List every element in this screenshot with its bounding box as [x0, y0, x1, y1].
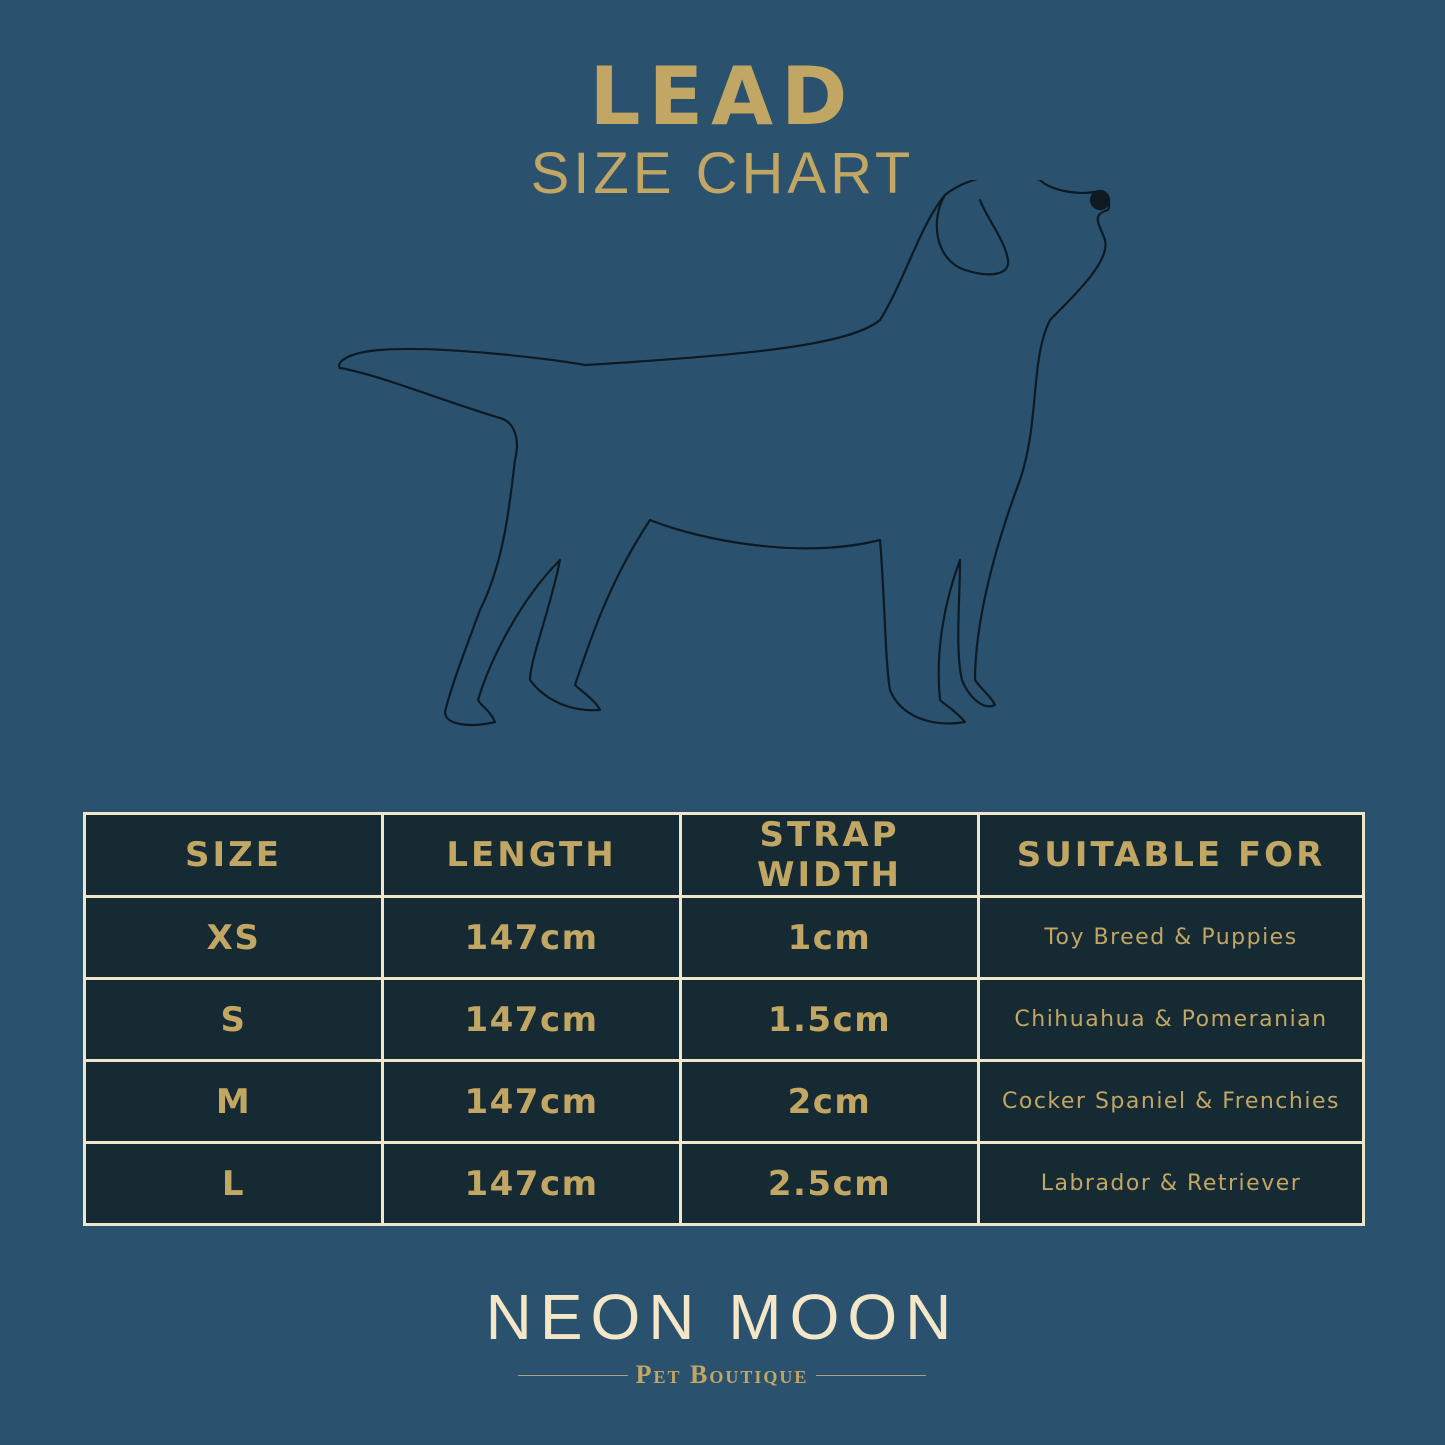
cell-length: 147cm: [381, 1141, 682, 1226]
cell-suitable-for: Chihuahua & Pomeranian: [977, 977, 1365, 1062]
brand-tagline: Pet Boutique: [635, 1360, 809, 1389]
cell-length: 147cm: [381, 1059, 682, 1144]
table-row: XS 147cm 1cm Toy Breed & Puppies: [83, 895, 1365, 980]
cell-length: 147cm: [381, 977, 682, 1062]
cell-suitable-for: Labrador & Retriever: [977, 1141, 1365, 1226]
table-row: S 147cm 1.5cm Chihuahua & Pomeranian: [83, 977, 1365, 1062]
cell-strap-width: 2.5cm: [679, 1141, 980, 1226]
table-header-row: SIZE LENGTH STRAP WIDTH SUITABLE FOR: [83, 812, 1365, 898]
cell-size: XS: [83, 895, 384, 980]
cell-strap-width: 1.5cm: [679, 977, 980, 1062]
header-length: LENGTH: [381, 812, 682, 898]
divider: [518, 1374, 628, 1376]
size-chart-table: SIZE LENGTH STRAP WIDTH SUITABLE FOR XS …: [83, 812, 1365, 1226]
cell-size: L: [83, 1141, 384, 1226]
header-suitable-for: SUITABLE FOR: [977, 812, 1365, 898]
table-row: M 147cm 2cm Cocker Spaniel & Frenchies: [83, 1059, 1365, 1144]
cell-suitable-for: Cocker Spaniel & Frenchies: [977, 1059, 1365, 1144]
divider: [816, 1374, 927, 1376]
brand-logo: NEON MOON: [485, 1281, 960, 1353]
page-subtitle: SIZE CHART: [530, 141, 915, 206]
header-size: SIZE: [83, 812, 384, 898]
dog-illustration: [337, 180, 1111, 727]
cell-size: S: [83, 977, 384, 1062]
cell-strap-width: 1cm: [679, 895, 980, 980]
header-strap-width: STRAP WIDTH: [679, 812, 980, 898]
cell-strap-width: 2cm: [679, 1059, 980, 1144]
page-title: LEAD: [589, 50, 856, 143]
cell-size: M: [83, 1059, 384, 1144]
cell-length: 147cm: [381, 895, 682, 980]
brand-tagline-row: Pet Boutique: [518, 1360, 927, 1390]
cell-suitable-for: Toy Breed & Puppies: [977, 895, 1365, 980]
table-row: L 147cm 2.5cm Labrador & Retriever: [83, 1141, 1365, 1226]
